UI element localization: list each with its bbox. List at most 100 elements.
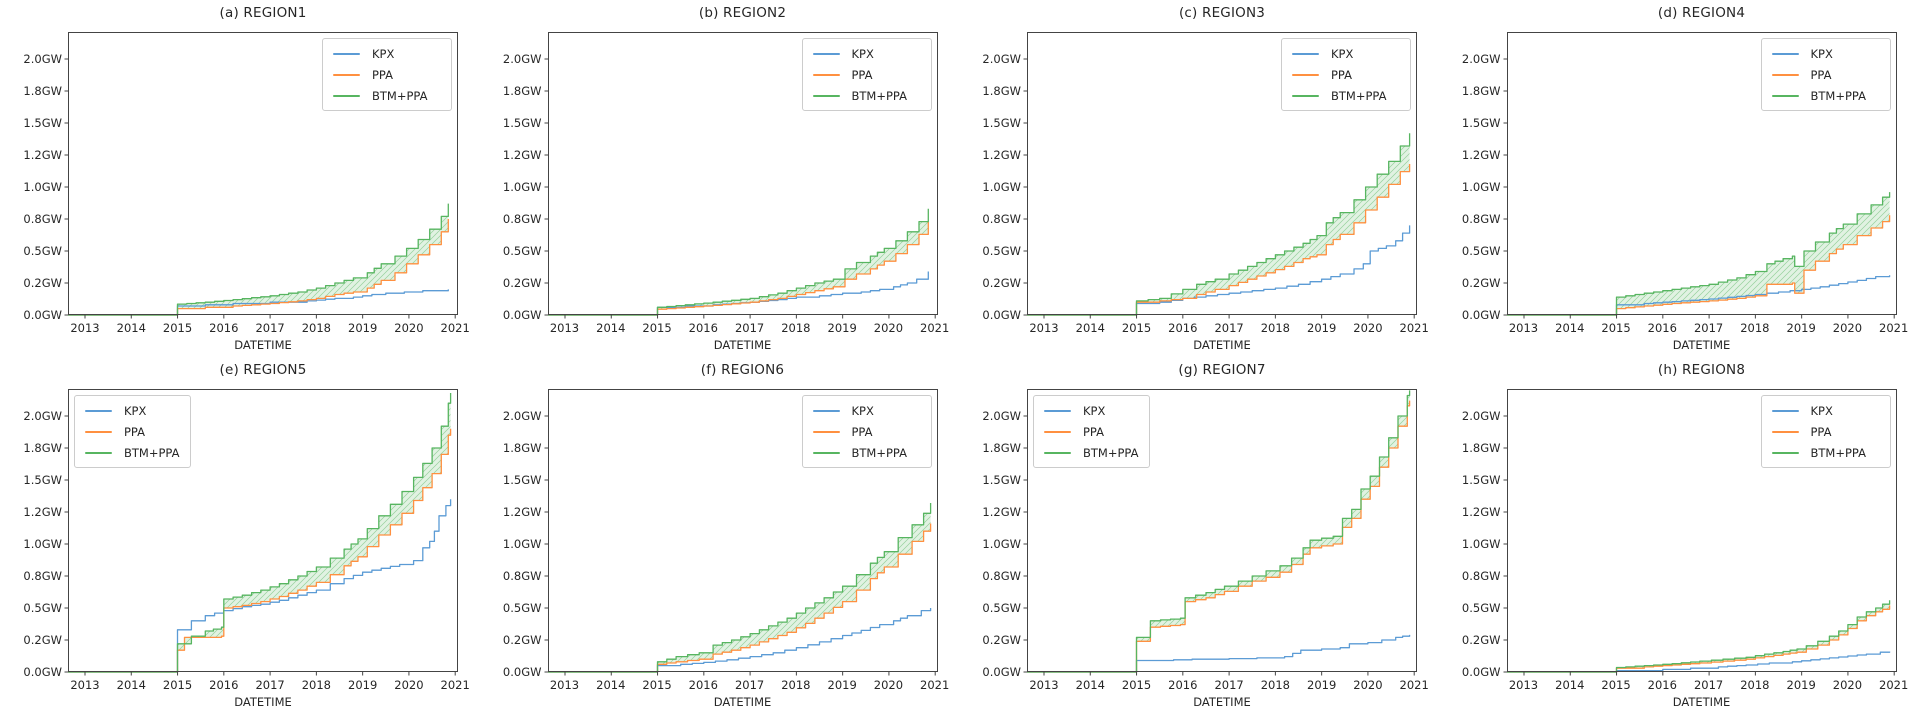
y-tick-label: 2.0GW bbox=[982, 409, 1021, 423]
legend-item: PPA bbox=[1292, 67, 1399, 82]
x-tick-label: 2013 bbox=[1029, 321, 1059, 335]
subplot-title: (c) REGION3 bbox=[1178, 5, 1266, 21]
y-tick-label: 1.2GW bbox=[23, 148, 62, 162]
subplot-title: (e) REGION5 bbox=[219, 362, 307, 378]
subplot-region8: (h) REGION8 0.0GW 0.2GW 0.5GW 0.8GW 1.0GW 1.2G… bbox=[1439, 357, 1918, 714]
y-tick-label: 0.5GW bbox=[982, 601, 1021, 615]
y-tick-label: 0.5GW bbox=[23, 244, 62, 258]
legend-line-swatch bbox=[1771, 73, 1799, 76]
y-tick-label: 0.0GW bbox=[23, 665, 62, 679]
legend-item: KPX bbox=[812, 46, 920, 61]
series-line-kpx bbox=[547, 271, 929, 316]
plot-area bbox=[1023, 389, 1417, 676]
y-tick-label: 1.0GW bbox=[1461, 180, 1501, 194]
x-tick-label: 2014 bbox=[1075, 678, 1105, 692]
series-line-btm-ppa bbox=[547, 208, 929, 316]
x-tick-label: 2013 bbox=[1508, 678, 1539, 692]
y-tick-label: 1.0GW bbox=[982, 180, 1021, 194]
y-tick-label: 0.5GW bbox=[1461, 601, 1501, 615]
legend-item: KPX bbox=[1771, 403, 1879, 418]
x-tick-label: 2017 bbox=[1693, 678, 1724, 692]
x-tick-label: 2014 bbox=[596, 678, 626, 692]
legend-line-swatch bbox=[1292, 52, 1319, 55]
x-tick-label: 2018 bbox=[781, 678, 811, 692]
legend-label: KPX bbox=[1810, 46, 1833, 61]
y-tick-label: 0.8GW bbox=[982, 569, 1021, 583]
legend-item: KPX bbox=[1292, 46, 1399, 61]
y-tick-label: 2.0GW bbox=[1461, 409, 1501, 423]
x-tick-label: 2019 bbox=[827, 678, 857, 692]
x-tick-label: 2019 bbox=[1786, 678, 1816, 692]
series-line-kpx bbox=[1027, 634, 1411, 673]
legend: KPX PPA BTM+PPA bbox=[1760, 38, 1891, 111]
y-tick-label: 0.2GW bbox=[1461, 276, 1501, 290]
subplot-title: (b) REGION2 bbox=[698, 5, 787, 21]
y-tick-label: 0.5GW bbox=[502, 244, 542, 258]
legend-item: KPX bbox=[812, 403, 920, 418]
x-tick-label: 2014 bbox=[116, 678, 146, 692]
legend-label: BTM+PPA bbox=[851, 88, 907, 103]
legend-label: BTM+PPA bbox=[1810, 88, 1866, 103]
y-tick-label: 1.0GW bbox=[1461, 537, 1501, 551]
x-tick-label: 2018 bbox=[781, 321, 811, 335]
series-line-kpx bbox=[1027, 225, 1411, 316]
x-tick-label: 2019 bbox=[1307, 321, 1337, 335]
x-tick-label: 2016 bbox=[209, 678, 239, 692]
x-tick-label: 2015 bbox=[642, 678, 672, 692]
legend-label: PPA bbox=[851, 424, 873, 439]
y-tick-label: 0.0GW bbox=[502, 665, 542, 679]
x-tick-label: 2018 bbox=[1260, 321, 1291, 335]
legend-line-swatch bbox=[1044, 451, 1071, 454]
legend-line-swatch bbox=[1771, 451, 1799, 454]
y-tick-label: 0.5GW bbox=[23, 601, 62, 615]
x-tick-label: 2018 bbox=[1740, 321, 1770, 335]
x-axis-label: DATETIME bbox=[1193, 695, 1251, 709]
y-tick-label: 0.0GW bbox=[23, 308, 62, 322]
legend-line-swatch bbox=[812, 430, 840, 433]
y-tick-label: 0.2GW bbox=[502, 633, 542, 647]
series-line-btm-ppa bbox=[1027, 390, 1411, 673]
x-axis-label: DATETIME bbox=[1672, 338, 1731, 352]
y-tick-label: 0.8GW bbox=[1461, 212, 1501, 226]
x-tick-label: 2021 bbox=[440, 321, 470, 335]
x-tick-label: 2021 bbox=[920, 321, 950, 335]
x-tick-label: 2020 bbox=[1353, 678, 1383, 692]
y-tick-label: 0.0GW bbox=[982, 665, 1021, 679]
x-tick-label: 2020 bbox=[394, 321, 424, 335]
y-tick-label: 1.2GW bbox=[502, 505, 542, 519]
x-tick-label: 2013 bbox=[549, 321, 580, 335]
x-tick-label: 2018 bbox=[1740, 678, 1770, 692]
legend-label: PPA bbox=[1083, 424, 1105, 439]
legend-label: KPX bbox=[851, 403, 874, 418]
x-tick-label: 2014 bbox=[116, 321, 146, 335]
x-tick-label: 2017 bbox=[255, 321, 285, 335]
x-tick-label: 2015 bbox=[642, 321, 672, 335]
legend-line-swatch bbox=[1771, 94, 1799, 97]
legend-line-swatch bbox=[812, 52, 840, 55]
x-tick-label: 2019 bbox=[827, 321, 857, 335]
y-tick-label: 1.5GW bbox=[23, 116, 62, 130]
x-tick-label: 2020 bbox=[394, 678, 424, 692]
y-tick-label: 1.5GW bbox=[1461, 473, 1501, 487]
legend-label: BTM+PPA bbox=[851, 445, 907, 460]
y-tick-label: 0.8GW bbox=[1461, 569, 1501, 583]
x-tick-label: 2019 bbox=[348, 678, 378, 692]
x-tick-label: 2016 bbox=[1647, 321, 1677, 335]
y-tick-label: 1.5GW bbox=[982, 473, 1021, 487]
subplot-region6: (f) REGION6 0.0GW 0.2GW 0.5GW 0.8GW 1.0GW 1.2G… bbox=[480, 357, 960, 714]
y-tick-label: 1.8GW bbox=[1461, 441, 1501, 455]
x-tick-label: 2020 bbox=[1353, 321, 1383, 335]
subplot-region7: (g) REGION7 0.0GW 0.2GW 0.5GW 0.8GW 1.0GW 1.2G… bbox=[959, 357, 1439, 714]
y-tick-label: 1.8GW bbox=[23, 441, 62, 455]
x-tick-label: 2021 bbox=[1399, 678, 1429, 692]
legend-label: BTM+PPA bbox=[1331, 88, 1387, 103]
y-tick-label: 0.8GW bbox=[502, 212, 542, 226]
series-line-kpx bbox=[547, 608, 931, 673]
y-tick-label: 0.0GW bbox=[1461, 308, 1501, 322]
x-tick-label: 2013 bbox=[70, 678, 100, 692]
plot-area bbox=[544, 389, 938, 676]
y-tick-label: 1.8GW bbox=[982, 441, 1021, 455]
legend-item: BTM+PPA bbox=[333, 88, 440, 103]
legend-line-swatch bbox=[812, 73, 840, 76]
series-line-ppa bbox=[1506, 605, 1890, 673]
